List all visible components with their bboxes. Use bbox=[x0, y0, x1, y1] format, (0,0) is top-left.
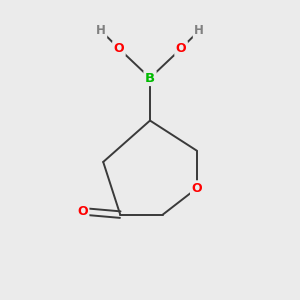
Text: O: O bbox=[114, 42, 124, 55]
Text: B: B bbox=[145, 71, 155, 85]
Text: O: O bbox=[77, 205, 88, 218]
Text: H: H bbox=[194, 24, 204, 37]
Text: O: O bbox=[191, 182, 202, 195]
Text: O: O bbox=[176, 42, 186, 55]
Text: H: H bbox=[96, 24, 106, 37]
